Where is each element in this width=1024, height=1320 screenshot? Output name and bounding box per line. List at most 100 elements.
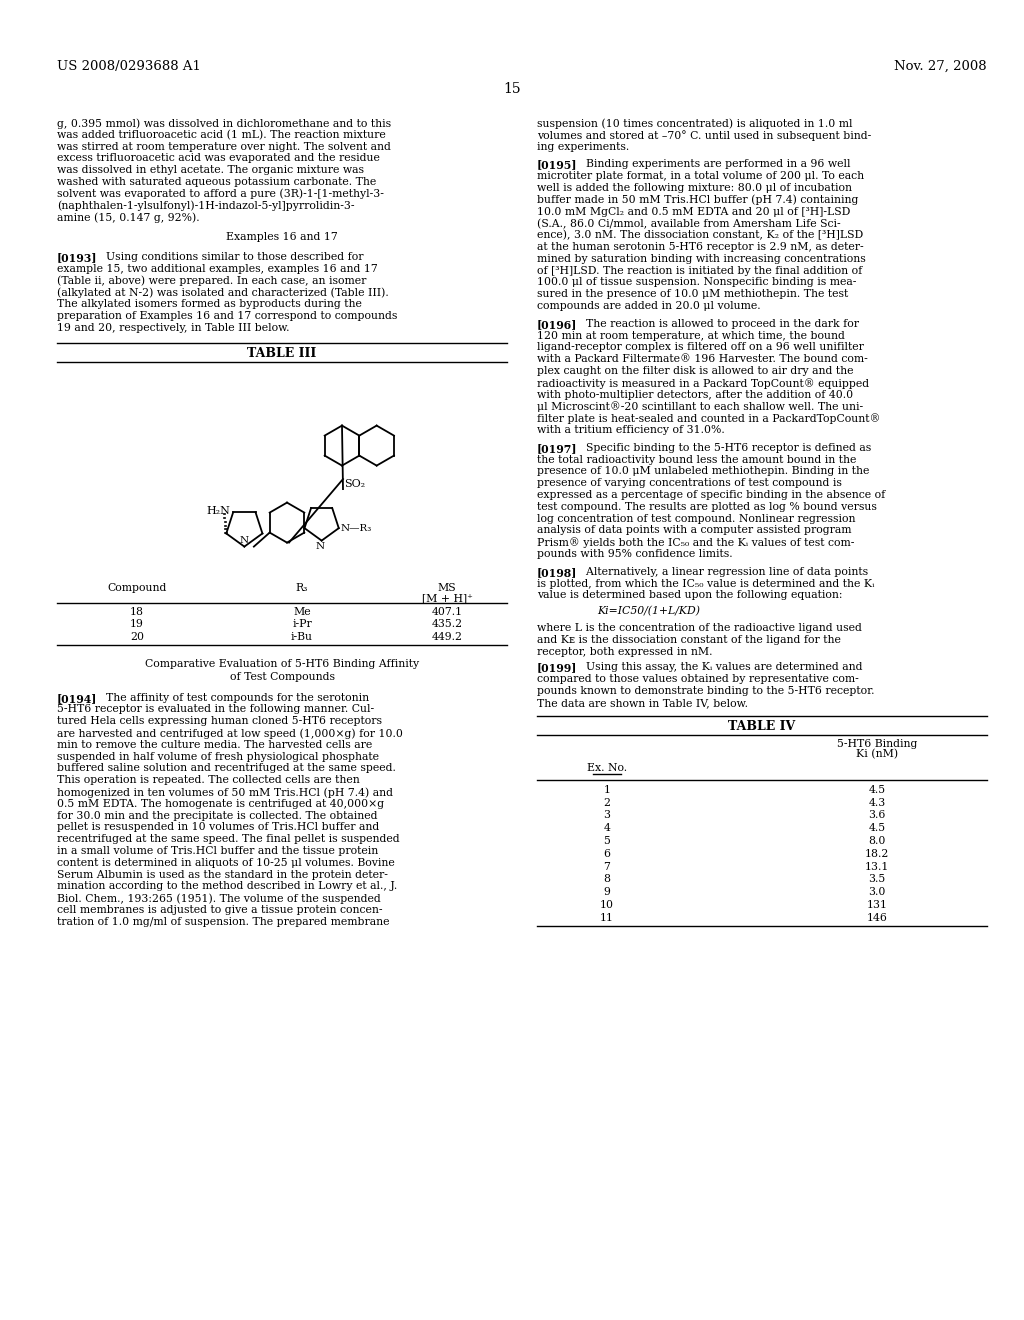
Text: 146: 146 (866, 913, 888, 923)
Text: 1: 1 (603, 785, 610, 795)
Text: [0197]: [0197] (537, 442, 578, 454)
Text: g, 0.395 mmol) was dissolved in dichloromethane and to this: g, 0.395 mmol) was dissolved in dichloro… (57, 117, 391, 128)
Text: value is determined based upon the following equation:: value is determined based upon the follo… (537, 590, 843, 601)
Text: filter plate is heat-sealed and counted in a PackardTopCount®: filter plate is heat-sealed and counted … (537, 413, 881, 424)
Text: [0195]: [0195] (537, 160, 578, 170)
Text: buffered saline solution and recentrifuged at the same speed.: buffered saline solution and recentrifug… (57, 763, 396, 774)
Text: 4.3: 4.3 (868, 797, 886, 808)
Text: 449.2: 449.2 (431, 632, 463, 643)
Text: TABLE IV: TABLE IV (728, 719, 796, 733)
Text: 3: 3 (603, 810, 610, 821)
Text: 9: 9 (603, 887, 610, 898)
Text: example 15, two additional examples, examples 16 and 17: example 15, two additional examples, exa… (57, 264, 378, 273)
Text: μl Microscint®-20 scintillant to each shallow well. The uni-: μl Microscint®-20 scintillant to each sh… (537, 401, 863, 412)
Text: Comparative Evaluation of 5-HT6 Binding Affinity: Comparative Evaluation of 5-HT6 Binding … (145, 659, 419, 669)
Text: (S.A., 86.0 Ci/mmol, available from Amersham Life Sci-: (S.A., 86.0 Ci/mmol, available from Amer… (537, 218, 841, 228)
Text: cell membranes is adjusted to give a tissue protein concen-: cell membranes is adjusted to give a tis… (57, 906, 383, 915)
Text: [0194]: [0194] (57, 693, 97, 704)
Text: 3.6: 3.6 (868, 810, 886, 821)
Text: N—R₃: N—R₃ (341, 524, 372, 533)
Text: 407.1: 407.1 (431, 607, 463, 616)
Text: [0198]: [0198] (537, 566, 578, 578)
Text: Ex. No.: Ex. No. (587, 763, 627, 774)
Text: 131: 131 (866, 900, 888, 909)
Text: receptor, both expressed in nM.: receptor, both expressed in nM. (537, 647, 713, 656)
Text: 5: 5 (603, 836, 610, 846)
Text: with a tritium efficiency of 31.0%.: with a tritium efficiency of 31.0%. (537, 425, 725, 436)
Text: Me: Me (293, 607, 311, 616)
Text: 435.2: 435.2 (431, 619, 463, 630)
Text: 100.0 μl of tissue suspension. Nonspecific binding is mea-: 100.0 μl of tissue suspension. Nonspecif… (537, 277, 856, 288)
Text: plex caught on the filter disk is allowed to air dry and the: plex caught on the filter disk is allowe… (537, 366, 853, 376)
Text: 8.0: 8.0 (868, 836, 886, 846)
Text: 20: 20 (130, 632, 144, 643)
Text: radioactivity is measured in a Packard TopCount® equipped: radioactivity is measured in a Packard T… (537, 378, 869, 388)
Text: volumes and stored at –70° C. until used in subsequent bind-: volumes and stored at –70° C. until used… (537, 129, 871, 141)
Text: (Table ii, above) were prepared. In each case, an isomer: (Table ii, above) were prepared. In each… (57, 276, 367, 286)
Text: 120 min at room temperature, at which time, the bound: 120 min at room temperature, at which ti… (537, 330, 845, 341)
Text: pounds with 95% confidence limits.: pounds with 95% confidence limits. (537, 549, 732, 558)
Text: excess trifluoroacetic acid was evaporated and the residue: excess trifluoroacetic acid was evaporat… (57, 153, 380, 164)
Text: amine (15, 0.147 g, 92%).: amine (15, 0.147 g, 92%). (57, 213, 200, 223)
Text: [0196]: [0196] (537, 319, 578, 330)
Text: Using this assay, the Kᵢ values are determined and: Using this assay, the Kᵢ values are dete… (579, 663, 862, 672)
Text: 15: 15 (503, 82, 521, 96)
Text: the total radioactivity bound less the amount bound in the: the total radioactivity bound less the a… (537, 454, 856, 465)
Text: This operation is repeated. The collected cells are then: This operation is repeated. The collecte… (57, 775, 359, 785)
Text: log concentration of test compound. Nonlinear regression: log concentration of test compound. Nonl… (537, 513, 855, 524)
Text: min to remove the culture media. The harvested cells are: min to remove the culture media. The har… (57, 739, 373, 750)
Text: homogenized in ten volumes of 50 mM Tris.HCl (pH 7.4) and: homogenized in ten volumes of 50 mM Tris… (57, 787, 393, 797)
Text: US 2008/0293688 A1: US 2008/0293688 A1 (57, 59, 201, 73)
Text: 10.0 mM MgCl₂ and 0.5 mM EDTA and 20 μl of [³H]-LSD: 10.0 mM MgCl₂ and 0.5 mM EDTA and 20 μl … (537, 207, 850, 216)
Text: of [³H]LSD. The reaction is initiated by the final addition of: of [³H]LSD. The reaction is initiated by… (537, 265, 862, 276)
Text: Using conditions similar to those described for: Using conditions similar to those descri… (99, 252, 364, 261)
Text: Nov. 27, 2008: Nov. 27, 2008 (894, 59, 987, 73)
Text: pellet is resuspended in 10 volumes of Tris.HCl buffer and: pellet is resuspended in 10 volumes of T… (57, 822, 379, 833)
Text: 10: 10 (600, 900, 614, 909)
Text: content is determined in aliquots of 10-25 μl volumes. Bovine: content is determined in aliquots of 10-… (57, 858, 394, 867)
Text: tured Hela cells expressing human cloned 5-HT6 receptors: tured Hela cells expressing human cloned… (57, 717, 382, 726)
Text: where L is the concentration of the radioactive ligand used: where L is the concentration of the radi… (537, 623, 862, 634)
Text: ligand-receptor complex is filtered off on a 96 well unifilter: ligand-receptor complex is filtered off … (537, 342, 864, 352)
Text: N: N (315, 541, 325, 550)
Text: 4: 4 (603, 824, 610, 833)
Text: Biol. Chem., 193:265 (1951). The volume of the suspended: Biol. Chem., 193:265 (1951). The volume … (57, 894, 381, 904)
Text: mination according to the method described in Lowry et al., J.: mination according to the method describ… (57, 882, 397, 891)
Text: preparation of Examples 16 and 17 correspond to compounds: preparation of Examples 16 and 17 corres… (57, 312, 397, 321)
Text: of Test Compounds: of Test Compounds (229, 672, 335, 682)
Text: 5-HT6 receptor is evaluated in the following manner. Cul-: 5-HT6 receptor is evaluated in the follo… (57, 705, 374, 714)
Text: 3.0: 3.0 (868, 887, 886, 898)
Text: 11: 11 (600, 913, 614, 923)
Text: was stirred at room temperature over night. The solvent and: was stirred at room temperature over nig… (57, 141, 391, 152)
Text: MS: MS (437, 582, 457, 593)
Text: compared to those values obtained by representative com-: compared to those values obtained by rep… (537, 675, 859, 684)
Text: mined by saturation binding with increasing concentrations: mined by saturation binding with increas… (537, 253, 865, 264)
Text: ence), 3.0 nM. The dissociation constant, K₂ of the [³H]LSD: ence), 3.0 nM. The dissociation constant… (537, 230, 863, 240)
Text: H₂N: H₂N (207, 506, 230, 516)
Text: suspended in half volume of fresh physiological phosphate: suspended in half volume of fresh physio… (57, 751, 379, 762)
Text: buffer made in 50 mM Tris.HCl buffer (pH 7.4) containing: buffer made in 50 mM Tris.HCl buffer (pH… (537, 195, 858, 206)
Text: 5-HT6 Binding: 5-HT6 Binding (837, 739, 918, 748)
Text: in a small volume of Tris.HCl buffer and the tissue protein: in a small volume of Tris.HCl buffer and… (57, 846, 378, 857)
Text: N: N (240, 536, 249, 545)
Text: 4.5: 4.5 (868, 785, 886, 795)
Text: analysis of data points with a computer assisted program: analysis of data points with a computer … (537, 525, 852, 536)
Text: Compound: Compound (108, 582, 167, 593)
Text: with photo-multiplier detectors, after the addition of 40.0: with photo-multiplier detectors, after t… (537, 389, 853, 400)
Text: (naphthalen-1-ylsulfonyl)-1H-indazol-5-yl]pyrrolidin-3-: (naphthalen-1-ylsulfonyl)-1H-indazol-5-y… (57, 201, 354, 211)
Text: sured in the presence of 10.0 μM methiothepin. The test: sured in the presence of 10.0 μM methiot… (537, 289, 848, 300)
Text: for 30.0 min and the precipitate is collected. The obtained: for 30.0 min and the precipitate is coll… (57, 810, 378, 821)
Text: 8: 8 (603, 874, 610, 884)
Text: Serum Albumin is used as the standard in the protein deter-: Serum Albumin is used as the standard in… (57, 870, 388, 879)
Text: was dissolved in ethyl acetate. The organic mixture was: was dissolved in ethyl acetate. The orga… (57, 165, 364, 176)
Text: SO₂: SO₂ (344, 479, 366, 490)
Text: is plotted, from which the IC₅₀ value is determined and the Kᵢ: is plotted, from which the IC₅₀ value is… (537, 578, 874, 589)
Text: ing experiments.: ing experiments. (537, 141, 630, 152)
Text: and Kᴇ is the dissociation constant of the ligand for the: and Kᴇ is the dissociation constant of t… (537, 635, 841, 644)
Text: at the human serotonin 5-HT6 receptor is 2.9 nM, as deter-: at the human serotonin 5-HT6 receptor is… (537, 242, 863, 252)
Text: 0.5 mM EDTA. The homogenate is centrifuged at 40,000×g: 0.5 mM EDTA. The homogenate is centrifug… (57, 799, 384, 809)
Text: Ki=IC50/(1+L/KD): Ki=IC50/(1+L/KD) (597, 606, 700, 616)
Text: 3.5: 3.5 (868, 874, 886, 884)
Text: Binding experiments are performed in a 96 well: Binding experiments are performed in a 9… (579, 160, 851, 169)
Text: compounds are added in 20.0 μl volume.: compounds are added in 20.0 μl volume. (537, 301, 761, 312)
